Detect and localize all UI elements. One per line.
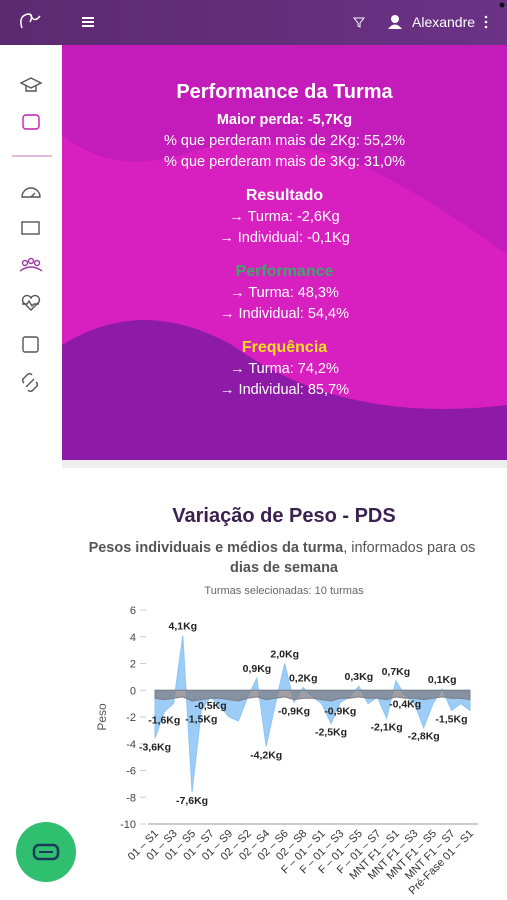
performance-card: Performance da Turma Maior perda: -5,7Kg… — [62, 45, 507, 460]
more-button[interactable] — [484, 15, 488, 29]
menu-button[interactable] — [82, 17, 94, 27]
section-title: Frequência — [241, 339, 328, 356]
section-line: → Individual: 85,7% — [220, 382, 349, 398]
header-icons: Alexandre — [20, 2, 505, 30]
nav-health[interactable] — [21, 294, 41, 311]
wave-background — [62, 45, 507, 460]
lost-3kg: % que perderam mais de 3Kg: 31,0% — [164, 154, 405, 170]
nav-courses[interactable] — [19, 77, 43, 92]
header: Alexandre — [0, 0, 507, 45]
user-name[interactable]: Alexandre — [412, 14, 475, 30]
filter-button[interactable] — [352, 17, 366, 28]
nav-calendar[interactable] — [22, 336, 39, 353]
logo[interactable] — [20, 13, 41, 29]
nav-scale[interactable] — [22, 114, 40, 130]
section-line: → Turma: 74,2% — [230, 361, 339, 377]
sidebar — [0, 45, 62, 900]
section-line: → Individual: -0,1Kg — [219, 230, 350, 246]
chat-button[interactable] — [6, 812, 86, 892]
nav-dashboard[interactable] — [21, 187, 41, 198]
section-title: Resultado — [245, 187, 324, 204]
nav-groups[interactable] — [19, 257, 43, 272]
nav-links[interactable] — [22, 373, 38, 392]
section-line: → Individual: 54,4% — [220, 306, 349, 322]
performance-title: Performance da Turma — [176, 81, 393, 103]
max-loss: Maior perda: -5,7Kg — [216, 112, 353, 128]
section-line: → Turma: 48,3% — [230, 285, 339, 301]
lost-2kg: % que perderam mais de 2Kg: 55,2% — [164, 133, 405, 149]
section-title: Performance — [235, 263, 334, 280]
sections: Resultado → Turma: -2,6Kg → Individual: -0… — [62, 185, 507, 401]
user-icon — [388, 15, 402, 29]
chart-card — [62, 468, 507, 900]
section-line: → Turma: -2,6Kg — [229, 209, 340, 225]
nav-reports[interactable] — [21, 221, 40, 235]
sidebar-icons — [12, 77, 52, 392]
camera-dot — [499, 2, 505, 8]
